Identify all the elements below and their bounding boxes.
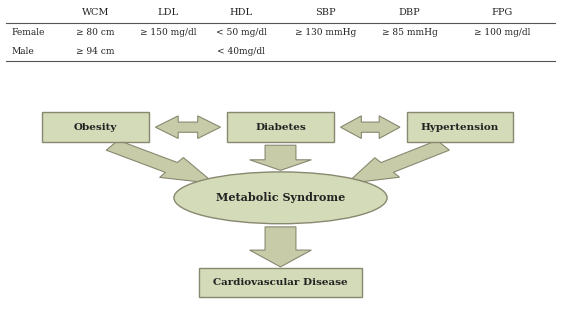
- FancyBboxPatch shape: [42, 112, 149, 142]
- Text: Cardiovascular Disease: Cardiovascular Disease: [213, 278, 348, 287]
- Polygon shape: [341, 116, 400, 138]
- FancyBboxPatch shape: [407, 112, 513, 142]
- Polygon shape: [155, 116, 220, 138]
- Text: Metabolic Syndrome: Metabolic Syndrome: [216, 192, 345, 203]
- Text: DBP: DBP: [399, 8, 420, 17]
- Text: < 50 mg/dl: < 50 mg/dl: [216, 29, 266, 37]
- FancyBboxPatch shape: [227, 112, 334, 142]
- Text: HDL: HDL: [229, 8, 253, 17]
- Text: < 40mg/dl: < 40mg/dl: [217, 47, 265, 56]
- Text: ≥ 80 cm: ≥ 80 cm: [76, 29, 114, 37]
- Text: Hypertension: Hypertension: [421, 123, 499, 132]
- Text: Diabetes: Diabetes: [255, 123, 306, 132]
- Text: Obesity: Obesity: [73, 123, 117, 132]
- Ellipse shape: [174, 172, 387, 224]
- Text: Female: Female: [11, 29, 44, 37]
- Text: FPG: FPG: [491, 8, 513, 17]
- Polygon shape: [347, 140, 449, 184]
- Text: ≥ 130 mmHg: ≥ 130 mmHg: [295, 29, 356, 37]
- Text: ≥ 94 cm: ≥ 94 cm: [76, 47, 114, 56]
- Text: ≥ 85 mmHg: ≥ 85 mmHg: [381, 29, 438, 37]
- Polygon shape: [250, 227, 311, 267]
- Polygon shape: [250, 145, 311, 170]
- Text: Male: Male: [11, 47, 34, 56]
- Text: ≥ 150 mg/dl: ≥ 150 mg/dl: [140, 29, 196, 37]
- Text: LDL: LDL: [158, 8, 179, 17]
- FancyBboxPatch shape: [199, 268, 362, 297]
- Polygon shape: [106, 140, 214, 184]
- Text: SBP: SBP: [315, 8, 335, 17]
- Text: ≥ 100 mg/dl: ≥ 100 mg/dl: [474, 29, 530, 37]
- Text: WCM: WCM: [81, 8, 109, 17]
